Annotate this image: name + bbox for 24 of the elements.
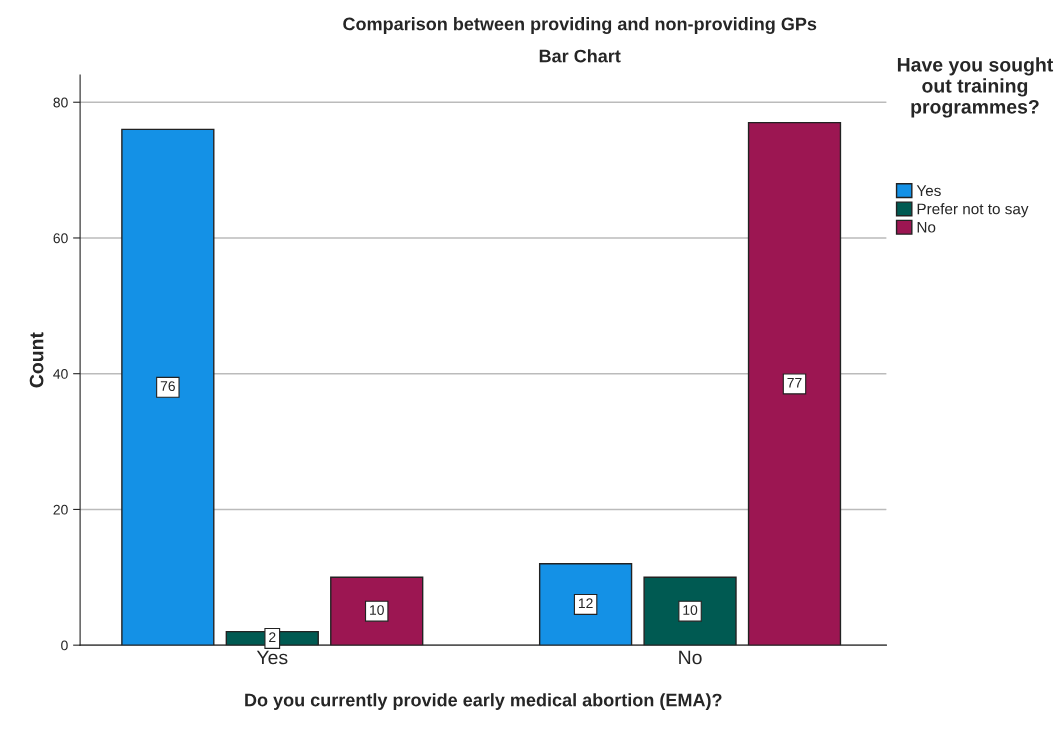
data-label: 2 <box>269 632 276 642</box>
legend-label: Prefer not to say <box>917 203 1029 218</box>
x-axis-title: Do you currently provide early medical abortion (EMA)? <box>245 693 722 710</box>
bar <box>538 563 633 646</box>
bar <box>747 121 842 646</box>
y-tick-label: 80 <box>53 97 68 108</box>
legend-label: No <box>917 221 936 233</box>
data-label: 12 <box>578 598 593 609</box>
bar <box>121 128 215 646</box>
bar <box>643 576 737 646</box>
y-tick-label: 20 <box>53 504 68 515</box>
chart-title: Comparison between providing and non-providing GPs <box>343 17 817 34</box>
data-label: 76 <box>160 381 175 391</box>
y-axis-title: Count <box>29 332 44 388</box>
y-tick-label: 0 <box>61 640 68 651</box>
legend-label: Yes <box>916 185 941 197</box>
data-label: 10 <box>683 605 698 615</box>
legend-title: Have you sought out training programmes? <box>897 57 1054 118</box>
data-label: 10 <box>370 605 384 615</box>
data-label: 77 <box>787 377 802 388</box>
y-tick-label: 40 <box>53 369 68 379</box>
y-tick-label: 60 <box>53 233 68 244</box>
bar <box>330 576 424 646</box>
chart-subtitle: Bar Chart <box>539 49 621 63</box>
